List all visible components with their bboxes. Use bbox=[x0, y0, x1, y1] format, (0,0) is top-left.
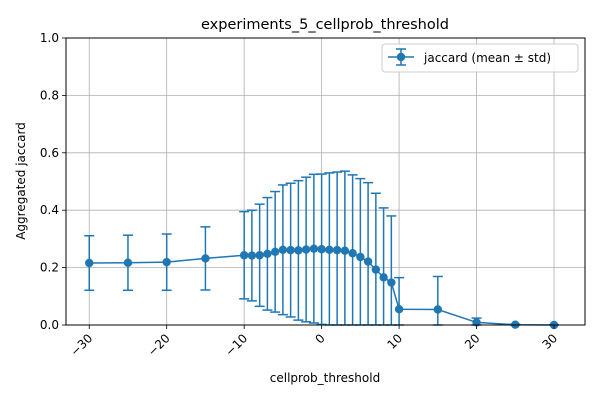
data-point bbox=[371, 265, 381, 274]
data-point bbox=[278, 245, 288, 255]
data-point bbox=[379, 273, 388, 282]
data-point bbox=[394, 305, 404, 314]
data-point bbox=[356, 252, 365, 262]
axes-frame bbox=[65, 37, 586, 326]
data-point bbox=[270, 247, 280, 257]
data-point bbox=[340, 246, 350, 255]
y-tick-label: 0.2 bbox=[40, 261, 59, 275]
data-point bbox=[294, 246, 303, 255]
data-point bbox=[348, 249, 357, 258]
data-point bbox=[123, 258, 133, 267]
legend-entry-label: jaccard (mean ± std) bbox=[423, 51, 551, 65]
x-axis-label: cellprob_threshold bbox=[270, 371, 380, 385]
y-tick-label: 0.4 bbox=[40, 203, 59, 217]
data-point bbox=[247, 251, 257, 260]
data-point bbox=[363, 257, 373, 266]
data-point bbox=[239, 251, 249, 260]
data-point bbox=[255, 251, 264, 260]
data-point bbox=[263, 249, 272, 259]
data-point bbox=[325, 245, 334, 255]
y-tick-label: 0.0 bbox=[40, 318, 59, 332]
y-tick-label: 0.8 bbox=[40, 88, 59, 102]
data-point bbox=[85, 258, 94, 268]
y-axis-label: Aggregated jaccard bbox=[14, 122, 28, 240]
data-point bbox=[286, 245, 295, 255]
legend-box bbox=[381, 43, 579, 73]
data-point bbox=[201, 254, 210, 263]
y-axis-ticks: 0.0 0.2 0.4 0.6 0.8 1.0 bbox=[40, 31, 66, 332]
y-tick-label: 1.0 bbox=[40, 31, 59, 45]
data-point bbox=[309, 244, 319, 253]
chart-title: experiments_5_cellprob_threshold bbox=[201, 17, 449, 33]
data-point bbox=[387, 278, 396, 287]
y-tick-label: 0.6 bbox=[40, 146, 59, 160]
legend-point bbox=[396, 52, 406, 62]
legend: jaccard (mean ± std) bbox=[381, 43, 579, 73]
data-point bbox=[433, 305, 443, 314]
data-point bbox=[317, 245, 326, 254]
data-point bbox=[332, 245, 342, 255]
data-point bbox=[162, 257, 171, 267]
legend-marker bbox=[388, 48, 414, 66]
data-point bbox=[301, 245, 311, 254]
